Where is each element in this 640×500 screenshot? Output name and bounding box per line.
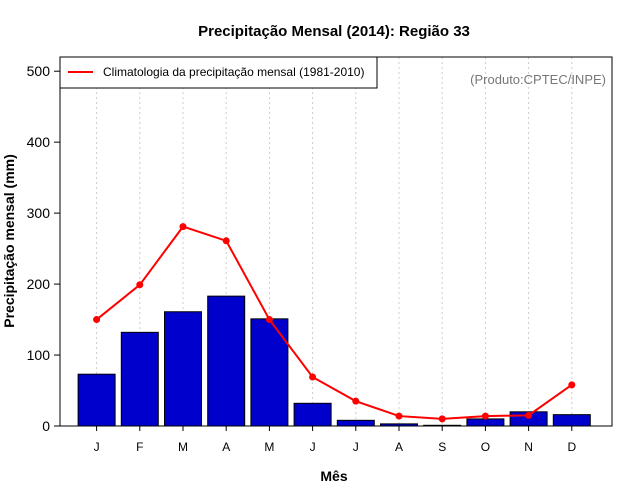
climatology-point-3 [179, 223, 187, 231]
climatology-point-2 [136, 281, 144, 289]
bar-12 [552, 414, 591, 427]
y-tick-label: 0 [42, 418, 50, 434]
climatology-point-9 [438, 415, 446, 423]
bar-6 [293, 402, 332, 427]
climatology-line-layer [93, 223, 576, 423]
climatology-point-6 [309, 373, 317, 381]
x-tick-label: J [353, 440, 359, 454]
x-tick-label: N [524, 440, 533, 454]
bar-7 [336, 419, 375, 427]
x-tick-label: A [222, 440, 230, 454]
y-tick-label: 400 [27, 134, 51, 150]
y-tick-label: 100 [27, 347, 51, 363]
y-axis-label: Precipitação mensal (mm) [1, 154, 17, 328]
climatology-point-5 [265, 316, 273, 324]
axes-layer: 0 100 200 300 400 500 J F M A M J J A S O N D [27, 63, 577, 454]
climatology-point-11 [525, 411, 533, 419]
climatology-point-7 [352, 397, 360, 405]
bar-1 [77, 373, 116, 427]
bar-2 [120, 331, 159, 427]
bar-4 [207, 295, 246, 427]
x-axis-label: Mês [320, 468, 347, 484]
bar-10 [466, 418, 505, 427]
y-tick-label: 300 [27, 205, 51, 221]
bar-5 [250, 318, 289, 427]
climatology-line [95, 225, 573, 420]
x-tick-label: S [438, 440, 446, 454]
y-tick-label: 200 [27, 276, 51, 292]
x-tick-label: F [136, 440, 143, 454]
product-annotation: (Produto:CPTEC/INPE) [470, 72, 606, 87]
grid-layer [96, 57, 573, 426]
x-tick-label: D [567, 440, 576, 454]
legend-entry-climatology: Climatologia da precipitação mensal (198… [103, 65, 364, 79]
x-tick-label: J [310, 440, 316, 454]
legend: Climatologia da precipitação mensal (198… [59, 56, 378, 89]
climatology-point-1 [93, 316, 101, 324]
x-tick-label: M [178, 440, 188, 454]
climatology-point-8 [395, 412, 403, 420]
chart-title: Precipitação Mensal (2014): Região 33 [198, 23, 470, 40]
x-tick-label: O [481, 440, 490, 454]
y-tick-label: 500 [27, 63, 51, 79]
climatology-point-10 [481, 412, 489, 420]
x-tick-label: J [94, 440, 100, 454]
legend-box [59, 56, 378, 89]
x-tick-label: M [264, 440, 274, 454]
bar-3 [164, 311, 202, 427]
climatology-point-12 [568, 381, 576, 389]
x-tick-label: A [395, 440, 403, 454]
climatology-point-4 [222, 237, 230, 245]
